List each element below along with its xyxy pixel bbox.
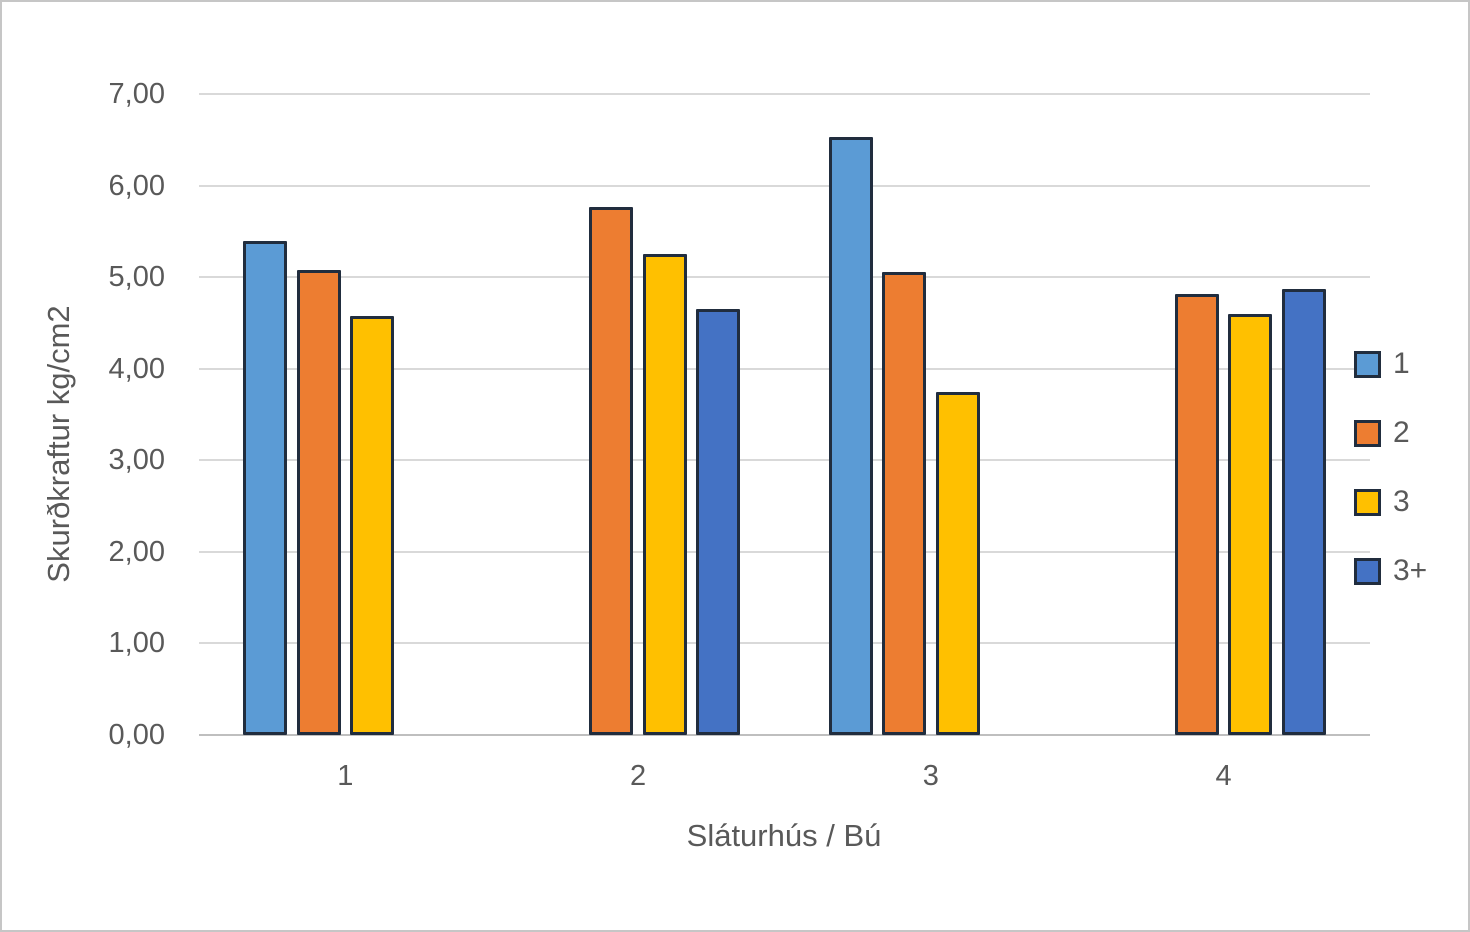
- bar-series-2-category-3: [882, 271, 927, 735]
- y-tick-label: 2,00: [108, 535, 165, 568]
- plot-area: [199, 93, 1370, 736]
- gridline: [199, 459, 1370, 462]
- legend-entry-3+: 3+: [1354, 551, 1427, 591]
- x-tick-label: 2: [630, 760, 647, 792]
- x-tick-label: 3: [922, 760, 939, 792]
- y-tick-label: 5,00: [108, 261, 165, 294]
- legend-label: 2: [1393, 416, 1410, 449]
- legend-swatch-icon: [1354, 557, 1381, 585]
- legend-label: 3: [1393, 485, 1410, 518]
- legend-label: 3+: [1393, 554, 1428, 587]
- bar-series-1-category-1: [243, 240, 288, 735]
- y-tick-label: 6,00: [108, 169, 165, 202]
- legend-entry-3: 3: [1354, 482, 1427, 522]
- y-tick-label: 0,00: [108, 719, 165, 751]
- legend-entry-1: 1: [1354, 344, 1427, 384]
- gridline: [199, 276, 1370, 279]
- gridline: [199, 367, 1370, 370]
- legend-swatch-icon: [1354, 419, 1381, 447]
- bar-series-1-category-3: [828, 137, 873, 735]
- gridline: [199, 93, 1370, 95]
- gridline: [199, 184, 1370, 187]
- x-tick-label: 4: [1215, 760, 1232, 792]
- bar-series-3-category-1: [350, 315, 395, 735]
- legend-entry-2: 2: [1354, 413, 1427, 453]
- x-axis-line: [199, 734, 1370, 736]
- y-tick-label: 4,00: [108, 352, 165, 385]
- bar-series-3-category-4: [1228, 313, 1273, 735]
- bar-series-2-category-4: [1174, 293, 1219, 735]
- x-axis-title: Sláturhús / Bú: [686, 818, 882, 853]
- y-tick-label: 7,00: [108, 78, 165, 110]
- x-tick-label: 1: [337, 760, 354, 792]
- y-tick-label: 3,00: [108, 444, 165, 477]
- bar-series-3+-category-2: [696, 309, 741, 735]
- legend-swatch-icon: [1354, 350, 1381, 378]
- legend: 1 2 3 3+: [1354, 344, 1427, 620]
- bar-series-3-category-3: [935, 391, 980, 735]
- y-tick-label: 1,00: [108, 627, 165, 660]
- bar-series-3-category-2: [642, 254, 687, 735]
- gridline: [199, 550, 1370, 553]
- legend-swatch-icon: [1354, 488, 1381, 516]
- bar-series-3+-category-4: [1281, 289, 1326, 735]
- bar-series-2-category-1: [296, 269, 341, 735]
- gridline: [199, 642, 1370, 645]
- bar-series-2-category-2: [589, 206, 634, 735]
- legend-label: 1: [1393, 347, 1410, 380]
